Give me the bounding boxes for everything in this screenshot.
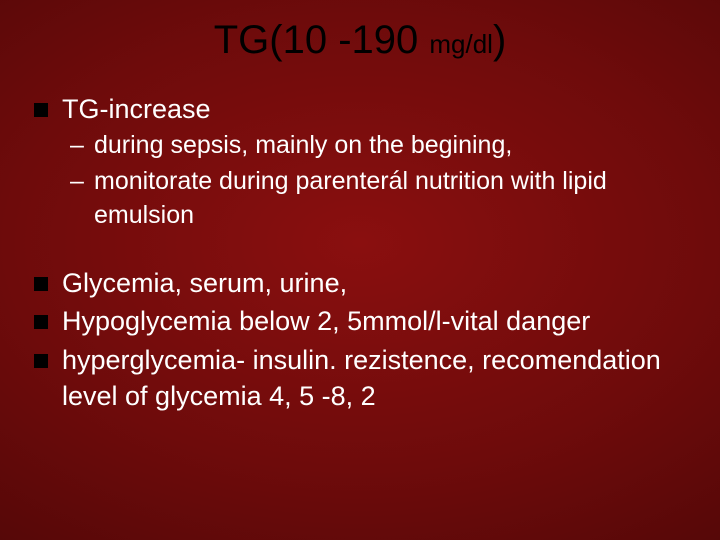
- spacer: [28, 235, 692, 265]
- bullet-l2: monitorate during parenterál nutrition w…: [28, 165, 692, 233]
- bullet-text: TG-increase: [62, 94, 211, 124]
- bullet-text: Hypoglycemia below 2, 5mmol/l-vital dang…: [62, 306, 590, 336]
- bullet-l1: Glycemia, serum, urine,: [28, 265, 692, 301]
- bullet-l2: during sepsis, mainly on the begining,: [28, 129, 692, 163]
- bullet-l1: Hypoglycemia below 2, 5mmol/l-vital dang…: [28, 303, 692, 339]
- title-main-a: TG(10 -190: [214, 18, 430, 62]
- bullet-text: hyperglycemia- insulin. rezistence, reco…: [62, 345, 661, 411]
- bullet-l1: TG-increase: [28, 91, 692, 127]
- slide-title: TG(10 -190 mg/dl): [28, 18, 692, 63]
- title-main-b: ): [493, 18, 506, 62]
- slide: TG(10 -190 mg/dl) TG-increase during sep…: [0, 0, 720, 540]
- bullet-l1: hyperglycemia- insulin. rezistence, reco…: [28, 342, 692, 415]
- bullet-text: monitorate during parenterál nutrition w…: [94, 167, 607, 229]
- bullet-text: Glycemia, serum, urine,: [62, 268, 347, 298]
- bullet-text: during sepsis, mainly on the begining,: [94, 131, 512, 159]
- slide-content: TG-increase during sepsis, mainly on the…: [28, 91, 692, 414]
- title-unit: mg/dl: [429, 29, 493, 59]
